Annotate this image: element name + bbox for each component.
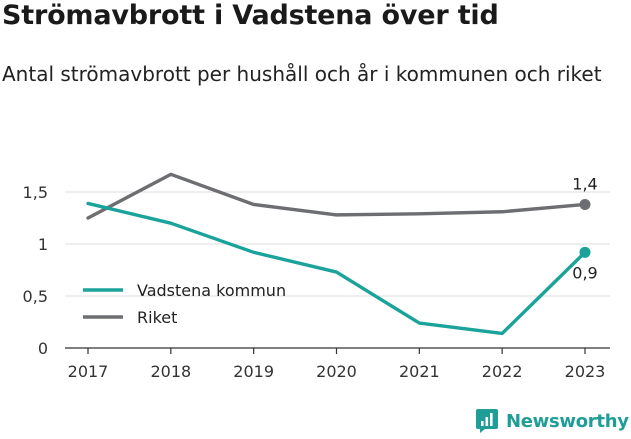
- data-label-vadstena: 0,9: [572, 263, 597, 282]
- x-tick-label: 2019: [233, 362, 274, 381]
- grid-lines: [65, 191, 610, 297]
- series-line: [86, 172, 587, 220]
- x-tick-label: 2022: [482, 362, 523, 381]
- legend: Vadstena kommun Riket: [83, 281, 286, 327]
- x-tick-label: 2018: [150, 362, 191, 381]
- series-lines: 1,4 0,9: [86, 172, 598, 336]
- y-tick-label: 1: [38, 235, 48, 254]
- newsworthy-logo-text: Newsworthy: [506, 410, 629, 432]
- series-end-point: [579, 246, 591, 258]
- legend-label: Riket: [137, 308, 177, 327]
- newsworthy-logo: Newsworthy: [475, 404, 629, 438]
- data-label-riket: 1,4: [572, 174, 597, 193]
- series-line: [86, 201, 587, 336]
- x-tick-label: 2020: [316, 362, 357, 381]
- chart-subtitle: Antal strömavbrott per hushåll och år i …: [2, 62, 602, 86]
- x-tick-label: 2021: [399, 362, 440, 381]
- x-axis: 2017 2018 2019 2020 2021 2022 2023: [65, 347, 610, 381]
- series-end-point: [579, 198, 591, 210]
- y-axis-ticks: 0 0,5 1 1,5: [23, 183, 48, 358]
- y-tick-label: 0: [38, 339, 48, 358]
- x-tick-label: 2023: [565, 362, 606, 381]
- chart-title: Strömavbrott i Vadstena över tid: [2, 0, 499, 31]
- legend-label: Vadstena kommun: [137, 281, 286, 300]
- y-tick-label: 1,5: [23, 183, 48, 202]
- newsworthy-logo-icon: [476, 409, 498, 433]
- x-tick-label: 2017: [68, 362, 109, 381]
- y-tick-label: 0,5: [23, 287, 48, 306]
